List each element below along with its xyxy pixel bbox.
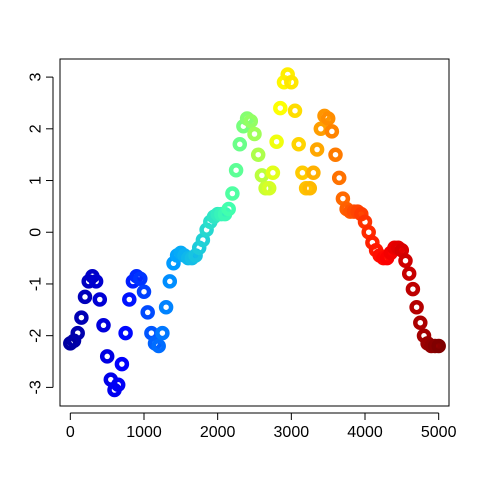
data-point bbox=[136, 284, 152, 299]
plot-frame bbox=[59, 58, 450, 407]
data-point bbox=[328, 147, 343, 162]
data-point bbox=[302, 181, 318, 196]
y-tick-label: -2 bbox=[28, 328, 45, 342]
data-point bbox=[96, 318, 111, 333]
data-point bbox=[243, 113, 259, 129]
data-point bbox=[265, 165, 281, 181]
data-point bbox=[247, 126, 262, 142]
data-point bbox=[158, 299, 174, 315]
data-point bbox=[398, 253, 413, 268]
data-point bbox=[155, 325, 170, 341]
data-point bbox=[250, 147, 266, 162]
y-tick-label: 3 bbox=[28, 73, 45, 82]
data-point bbox=[92, 292, 108, 307]
data-point bbox=[401, 266, 417, 281]
data-point bbox=[324, 124, 340, 139]
data-point bbox=[295, 165, 310, 181]
data-point bbox=[309, 142, 325, 157]
data-point bbox=[122, 292, 137, 307]
data-point bbox=[284, 75, 299, 90]
data-point bbox=[118, 325, 133, 341]
data-point bbox=[70, 325, 85, 341]
y-tick-label: -3 bbox=[28, 380, 45, 394]
data-point bbox=[273, 100, 288, 116]
data-point bbox=[405, 281, 421, 297]
data-point bbox=[140, 305, 155, 320]
y-tick-label: 0 bbox=[28, 228, 45, 237]
x-tick-label: 0 bbox=[66, 424, 75, 441]
x-axis: 0 1000 2000 3000 4000 5000 bbox=[66, 412, 457, 441]
data-point bbox=[133, 271, 148, 287]
y-tick-label: 2 bbox=[28, 124, 45, 133]
x-tick-label: 2000 bbox=[200, 424, 236, 441]
data-point bbox=[77, 289, 93, 305]
data-point bbox=[162, 274, 178, 289]
data-point bbox=[431, 338, 446, 354]
data-point bbox=[261, 181, 277, 196]
x-tick-label: 1000 bbox=[126, 424, 162, 441]
data-point bbox=[88, 274, 104, 289]
x-tick-label: 3000 bbox=[274, 424, 310, 441]
data-point bbox=[232, 137, 248, 152]
data-points bbox=[63, 67, 446, 398]
data-point bbox=[74, 310, 89, 325]
x-tick-label: 4000 bbox=[347, 424, 383, 441]
data-point bbox=[99, 349, 115, 364]
data-point bbox=[331, 170, 347, 186]
data-point bbox=[228, 162, 244, 178]
x-tick-label: 5000 bbox=[421, 424, 457, 441]
y-tick-label: -1 bbox=[28, 277, 45, 291]
data-point bbox=[409, 299, 424, 315]
data-point bbox=[110, 377, 126, 393]
data-point bbox=[151, 338, 166, 354]
data-point bbox=[254, 168, 270, 183]
y-tick-label: 1 bbox=[28, 176, 45, 185]
data-point bbox=[306, 165, 321, 181]
data-point bbox=[287, 103, 303, 118]
data-point bbox=[225, 186, 240, 201]
data-point bbox=[269, 134, 284, 149]
data-point bbox=[313, 121, 329, 137]
y-axis: -3 -2 -1 0 1 2 3 bbox=[28, 73, 54, 395]
data-point bbox=[114, 356, 130, 372]
data-point bbox=[413, 315, 428, 330]
data-point bbox=[320, 111, 336, 126]
data-point bbox=[291, 137, 306, 152]
data-point bbox=[221, 201, 236, 217]
